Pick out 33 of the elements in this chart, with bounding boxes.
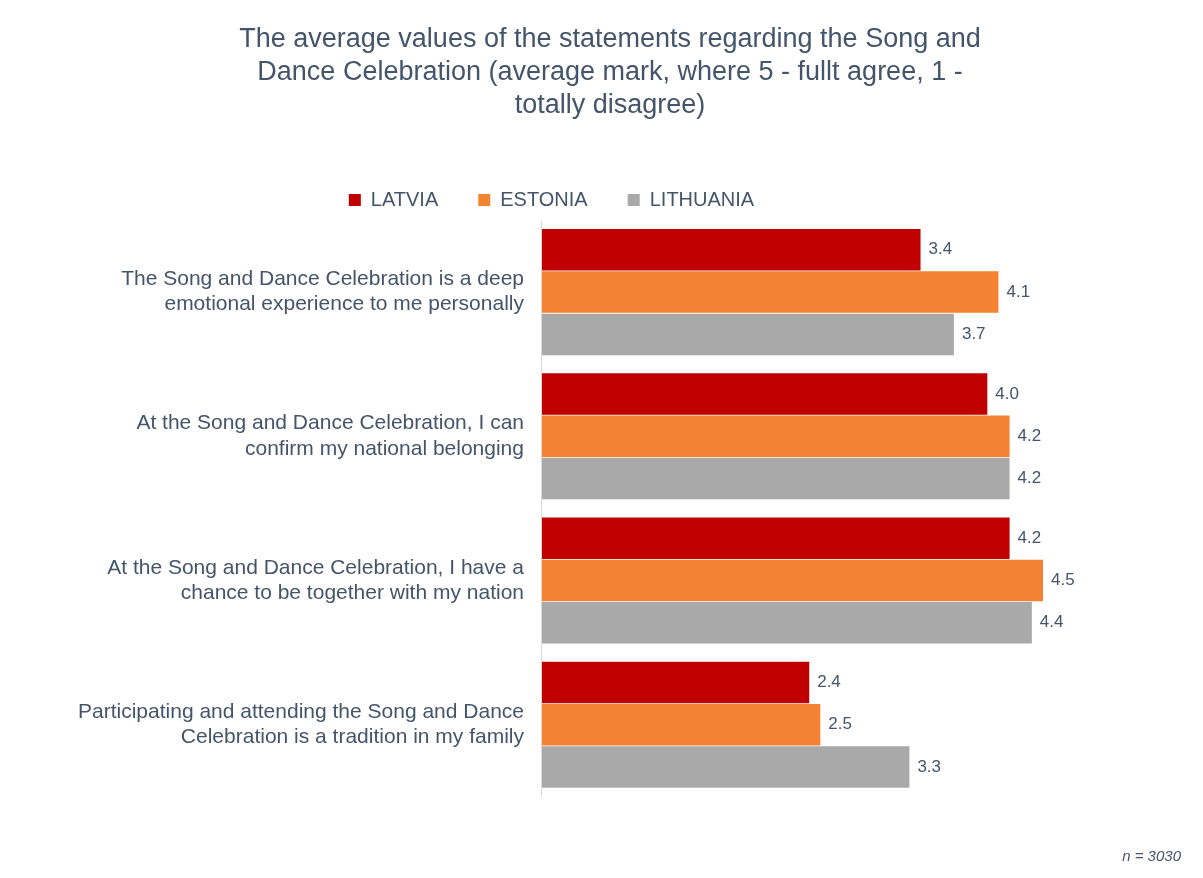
bar [541, 661, 810, 704]
bar [541, 313, 954, 356]
bar [541, 559, 1043, 602]
bar [541, 457, 1010, 500]
bar [541, 703, 821, 746]
bar [541, 373, 988, 415]
y-tick-label: Participating and attending the Song and Dance Celebration is a tradition in my family [77, 698, 525, 748]
chart-title: The average values of the statements regarding the Song and Dance Celebration (average mark, where 5 - fullt agree, 1 - totally disagree) [238, 22, 982, 121]
data-label: 4.2 [1017, 468, 1042, 488]
legend-label: ESTONIA [500, 187, 589, 210]
bar [541, 517, 1010, 559]
data-label: 4.1 [1006, 281, 1031, 301]
legend-label: LITHUANIA [649, 187, 755, 210]
data-label: 2.5 [828, 714, 852, 734]
bar [541, 229, 921, 271]
bar [541, 602, 1032, 644]
data-label: 4.2 [1017, 527, 1042, 547]
legend-label: LATVIA [370, 187, 439, 210]
data-label: 4.4 [1039, 612, 1064, 632]
y-tick-label: At the Song and Dance Celebration, I can confirm my national belonging [136, 410, 524, 459]
y-tick-label: The Song and Dance Celebration is a deep emotional experience to me personally [121, 266, 525, 315]
data-label: 2.4 [817, 672, 841, 692]
text: n = 3030 [1122, 847, 1181, 864]
data-label: 3.4 [928, 239, 953, 259]
bar [541, 415, 1010, 458]
data-label: 3.3 [917, 756, 942, 776]
bar [541, 271, 999, 313]
bar [541, 746, 910, 788]
data-label: 4.2 [1017, 425, 1042, 445]
data-label: 4.0 [995, 383, 1019, 403]
y-tick-label: At the Song and Dance Celebration, I have a chance to be together with my nation [107, 554, 525, 603]
data-label: 4.5 [1051, 570, 1075, 590]
data-label: 3.7 [961, 324, 986, 344]
